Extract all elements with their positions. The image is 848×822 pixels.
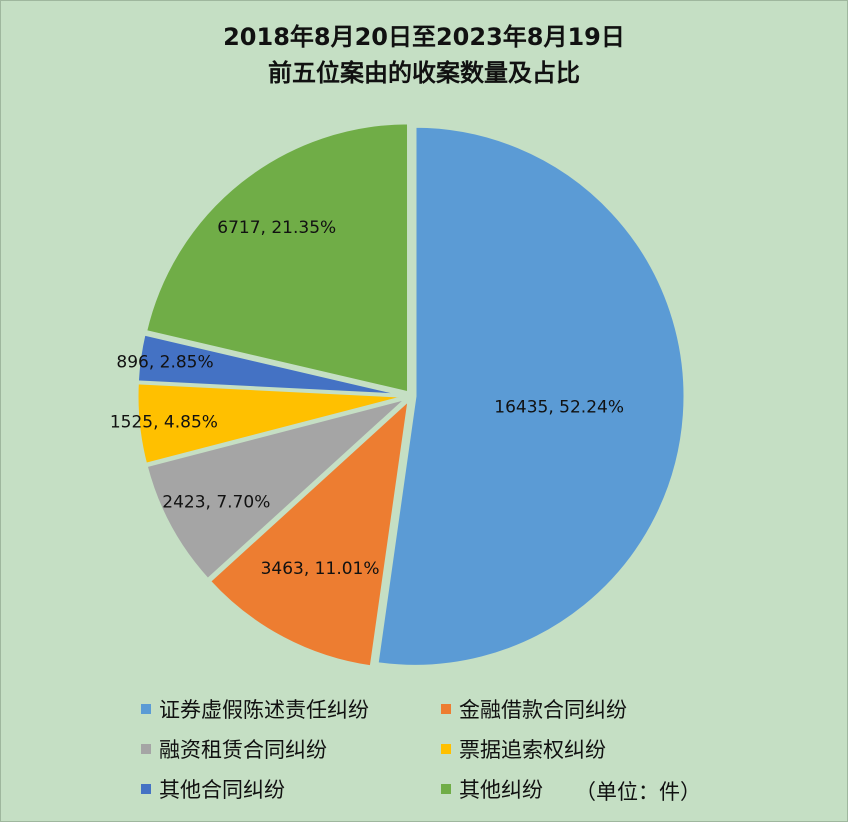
chart-title-line-2: 前五位案由的收案数量及占比: [268, 59, 580, 87]
legend-label: 票据追索权纠纷: [459, 738, 606, 762]
data-label: 896, 2.85%: [116, 352, 213, 372]
pie-slice: [135, 332, 408, 397]
legend-swatch: [141, 704, 151, 714]
legend-swatch: [141, 784, 151, 794]
data-label: 1525, 4.85%: [110, 412, 218, 432]
legend-item: 金融借款合同纠纷: [441, 694, 627, 724]
legend-swatch: [441, 784, 451, 794]
legend-label: 金融借款合同纠纷: [459, 698, 627, 722]
legend-label: 证券虚假陈述责任纠纷: [159, 698, 369, 722]
legend-item: 其他纠纷: [441, 774, 543, 804]
legend-item: 证券虚假陈述责任纠纷: [141, 694, 369, 724]
legend-item: 融资租赁合同纠纷: [141, 734, 327, 764]
chart-title: 2018年8月20日至2023年8月19日 前五位案由的收案数量及占比: [1, 19, 847, 91]
data-label: 6717, 21.35%: [217, 218, 336, 238]
legend-swatch: [441, 744, 451, 754]
data-label: 16435, 52.24%: [494, 397, 624, 417]
legend-item: 其他合同纠纷: [141, 774, 285, 804]
legend-item: 票据追索权纠纷: [441, 734, 606, 764]
unit-note: （单位：件）: [575, 780, 701, 804]
pie-slice: [144, 396, 409, 582]
legend-label: 其他纠纷: [459, 778, 543, 802]
legend-swatch: [141, 744, 151, 754]
chart-title-line-1: 2018年8月20日至2023年8月19日: [223, 23, 625, 51]
pie-slice: [143, 121, 411, 395]
data-label: 3463, 11.01%: [261, 559, 380, 579]
legend-label: 融资租赁合同纠纷: [159, 738, 327, 762]
data-label: 2423, 7.70%: [162, 492, 270, 512]
legend-label: 其他合同纠纷: [159, 778, 285, 802]
legend-swatch: [441, 704, 451, 714]
pie-slice: [207, 395, 412, 669]
pie-slice: [375, 124, 687, 668]
